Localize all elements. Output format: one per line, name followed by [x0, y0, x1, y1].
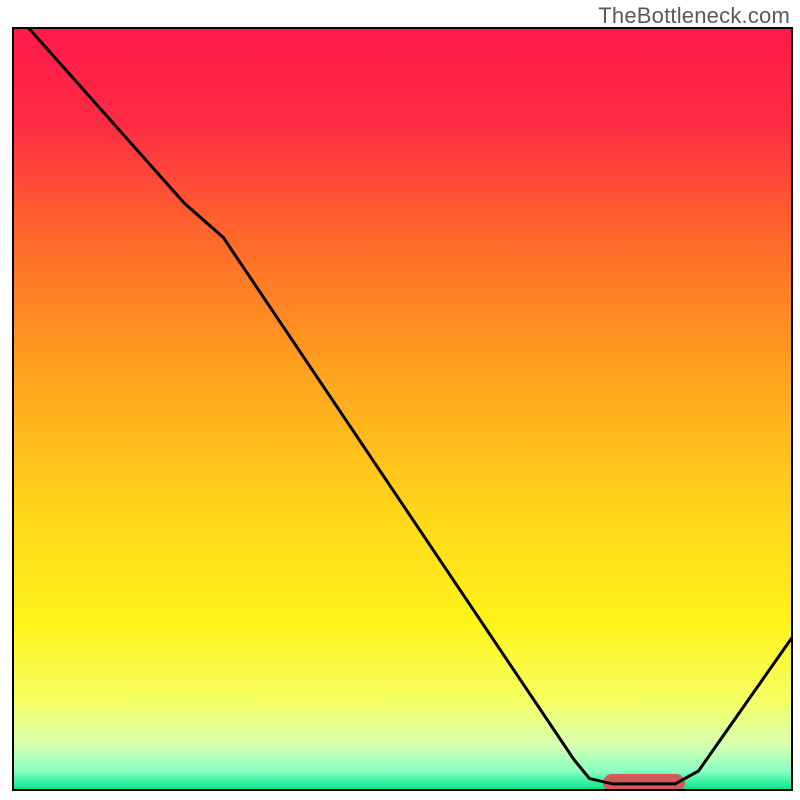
watermark-text: TheBottleneck.com [598, 3, 790, 29]
chart-svg [0, 0, 800, 800]
chart-container: TheBottleneck.com [0, 0, 800, 800]
